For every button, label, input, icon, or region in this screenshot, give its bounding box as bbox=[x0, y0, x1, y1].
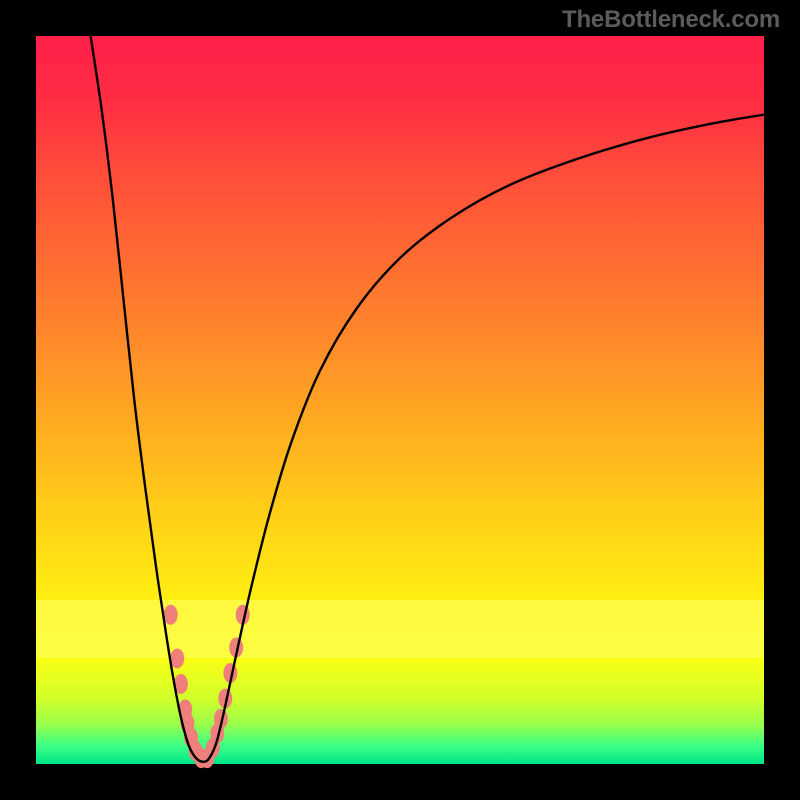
marker-point bbox=[170, 648, 184, 668]
chart-svg bbox=[36, 36, 764, 764]
watermark-text: TheBottleneck.com bbox=[562, 6, 780, 34]
marker-point bbox=[164, 605, 178, 625]
figure-root: TheBottleneck.com bbox=[0, 0, 800, 800]
plot-area bbox=[36, 36, 764, 764]
markers-group bbox=[164, 605, 250, 768]
bottleneck-curve bbox=[91, 36, 764, 762]
